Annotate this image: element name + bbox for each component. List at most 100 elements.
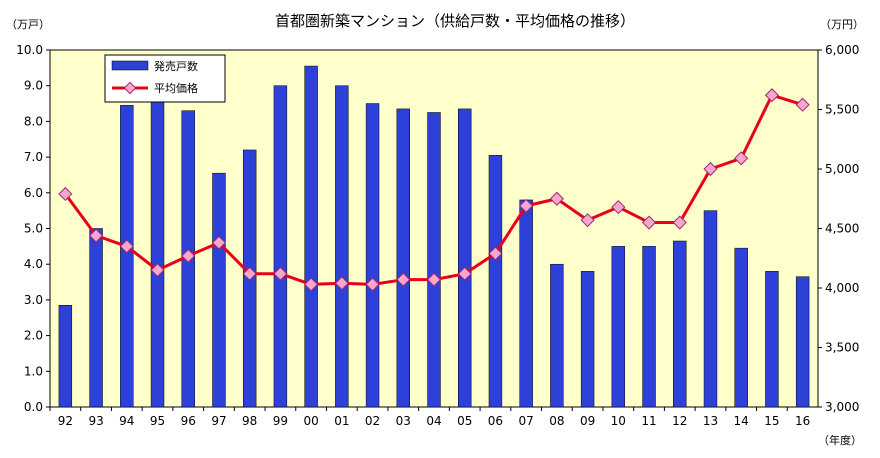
price-point-06	[488, 246, 503, 261]
bar-12	[673, 240, 687, 408]
x-tick-label: 99	[273, 414, 288, 428]
x-tick-label: 13	[703, 414, 718, 428]
x-tick-label: 03	[396, 414, 411, 428]
x-tick-label: 12	[672, 414, 687, 428]
left-axis-unit: （万戸）	[6, 18, 50, 31]
bar-01	[335, 85, 349, 408]
price-point-02	[365, 277, 380, 292]
right-axis-unit: （万円）	[820, 18, 864, 31]
x-tick-label: 92	[58, 414, 73, 428]
x-tick-label: 98	[242, 414, 257, 428]
left-tick-label: 7.0	[24, 150, 43, 164]
left-tick-label: 1.0	[24, 364, 43, 378]
x-tick-label: 10	[611, 414, 626, 428]
price-point-93	[89, 228, 104, 243]
bar-95	[150, 101, 165, 408]
price-point-00	[304, 277, 319, 292]
price-point-04	[426, 272, 442, 287]
x-tick-label: 15	[764, 414, 779, 428]
price-point-03	[396, 272, 411, 287]
x-tick-label: 02	[365, 414, 380, 428]
bar-93	[89, 228, 103, 408]
price-point-14	[734, 151, 749, 166]
bar-14	[734, 247, 748, 408]
bar-11	[642, 246, 656, 408]
price-point-05	[457, 266, 472, 281]
x-tick-label: 00	[303, 414, 318, 428]
left-tick-label: 2.0	[24, 329, 43, 343]
x-tick-label: 06	[488, 414, 503, 428]
price-point-97	[211, 235, 227, 250]
x-tick-label: 09	[580, 414, 595, 428]
bar-05	[458, 108, 472, 408]
bar-07	[519, 199, 533, 408]
bar-16	[795, 276, 810, 408]
price-point-09	[580, 213, 595, 228]
bar-92	[58, 305, 73, 408]
bar-15	[765, 271, 779, 408]
bar-09	[580, 271, 595, 408]
left-tick-label: 6.0	[24, 186, 43, 200]
right-tick-label: 6,000	[825, 43, 859, 57]
x-tick-label: 05	[457, 414, 472, 428]
price-point-10	[611, 200, 626, 215]
bar-99	[273, 85, 288, 408]
x-tick-label: 16	[795, 414, 810, 428]
price-point-07	[519, 198, 534, 213]
bar-97	[212, 172, 226, 408]
x-tick-label: 01	[334, 414, 349, 428]
legend-label-bar: 発売戸数	[154, 59, 198, 73]
x-tick-label: 08	[549, 414, 564, 428]
price-point-01	[334, 276, 349, 291]
x-axis-unit: （年度）	[818, 433, 862, 447]
bar-13	[703, 210, 718, 408]
bar-10	[611, 246, 626, 408]
x-tick-label: 14	[734, 414, 749, 428]
right-tick-label: 3,500	[825, 341, 859, 355]
bar-06	[488, 155, 503, 408]
right-tick-label: 4,500	[825, 222, 859, 236]
price-point-99	[273, 266, 288, 281]
legend-label-line: 平均価格	[154, 81, 198, 95]
right-tick-label: 3,000	[825, 400, 859, 414]
price-point-08	[549, 191, 564, 206]
x-tick-label: 94	[119, 414, 134, 428]
bar-00	[304, 65, 318, 408]
x-tick-label: 07	[519, 414, 534, 428]
left-tick-label: 10.0	[16, 43, 43, 57]
x-tick-label: 95	[150, 414, 165, 428]
line-series	[58, 88, 810, 292]
bar-02	[365, 103, 380, 408]
price-point-92	[58, 186, 73, 202]
price-point-95	[150, 263, 165, 278]
price-point-94	[119, 239, 134, 254]
axes: 0.0 1.0 2.0 3.0 4.0 5.0 6.0 7.0 8.0 9.0 10.0 3,000 3…	[16, 43, 859, 428]
bar-03	[396, 108, 410, 408]
right-tick-label: 5,500	[825, 103, 859, 117]
bar-series	[58, 65, 810, 408]
left-tick-label: 5.0	[24, 222, 43, 236]
legend-bar-swatch	[111, 60, 149, 71]
price-point-13	[703, 161, 718, 177]
left-tick-label: 0.0	[24, 400, 43, 414]
x-tick-label: 11	[641, 414, 656, 428]
legend: 発売戸数 平均価格	[104, 54, 226, 103]
left-tick-label: 8.0	[24, 114, 43, 128]
price-point-96	[181, 248, 196, 263]
left-tick-label: 9.0	[24, 79, 43, 93]
bar-04	[427, 112, 441, 408]
x-tick-label: 04	[426, 414, 441, 428]
price-point-16	[795, 97, 810, 112]
price-point-98	[242, 266, 257, 281]
bar-94	[120, 105, 134, 408]
legend-line-marker	[123, 81, 137, 95]
price-point-11	[641, 215, 657, 230]
x-tick-label: 96	[181, 414, 196, 428]
chart-title: 首都圏新築マンション（供給戸数・平均価格の推移）	[275, 12, 635, 30]
left-tick-label: 3.0	[24, 293, 43, 307]
right-tick-label: 5,000	[825, 162, 859, 176]
x-tick-label: 97	[211, 414, 226, 428]
price-point-15	[764, 88, 779, 103]
right-tick-label: 4,000	[825, 281, 859, 295]
